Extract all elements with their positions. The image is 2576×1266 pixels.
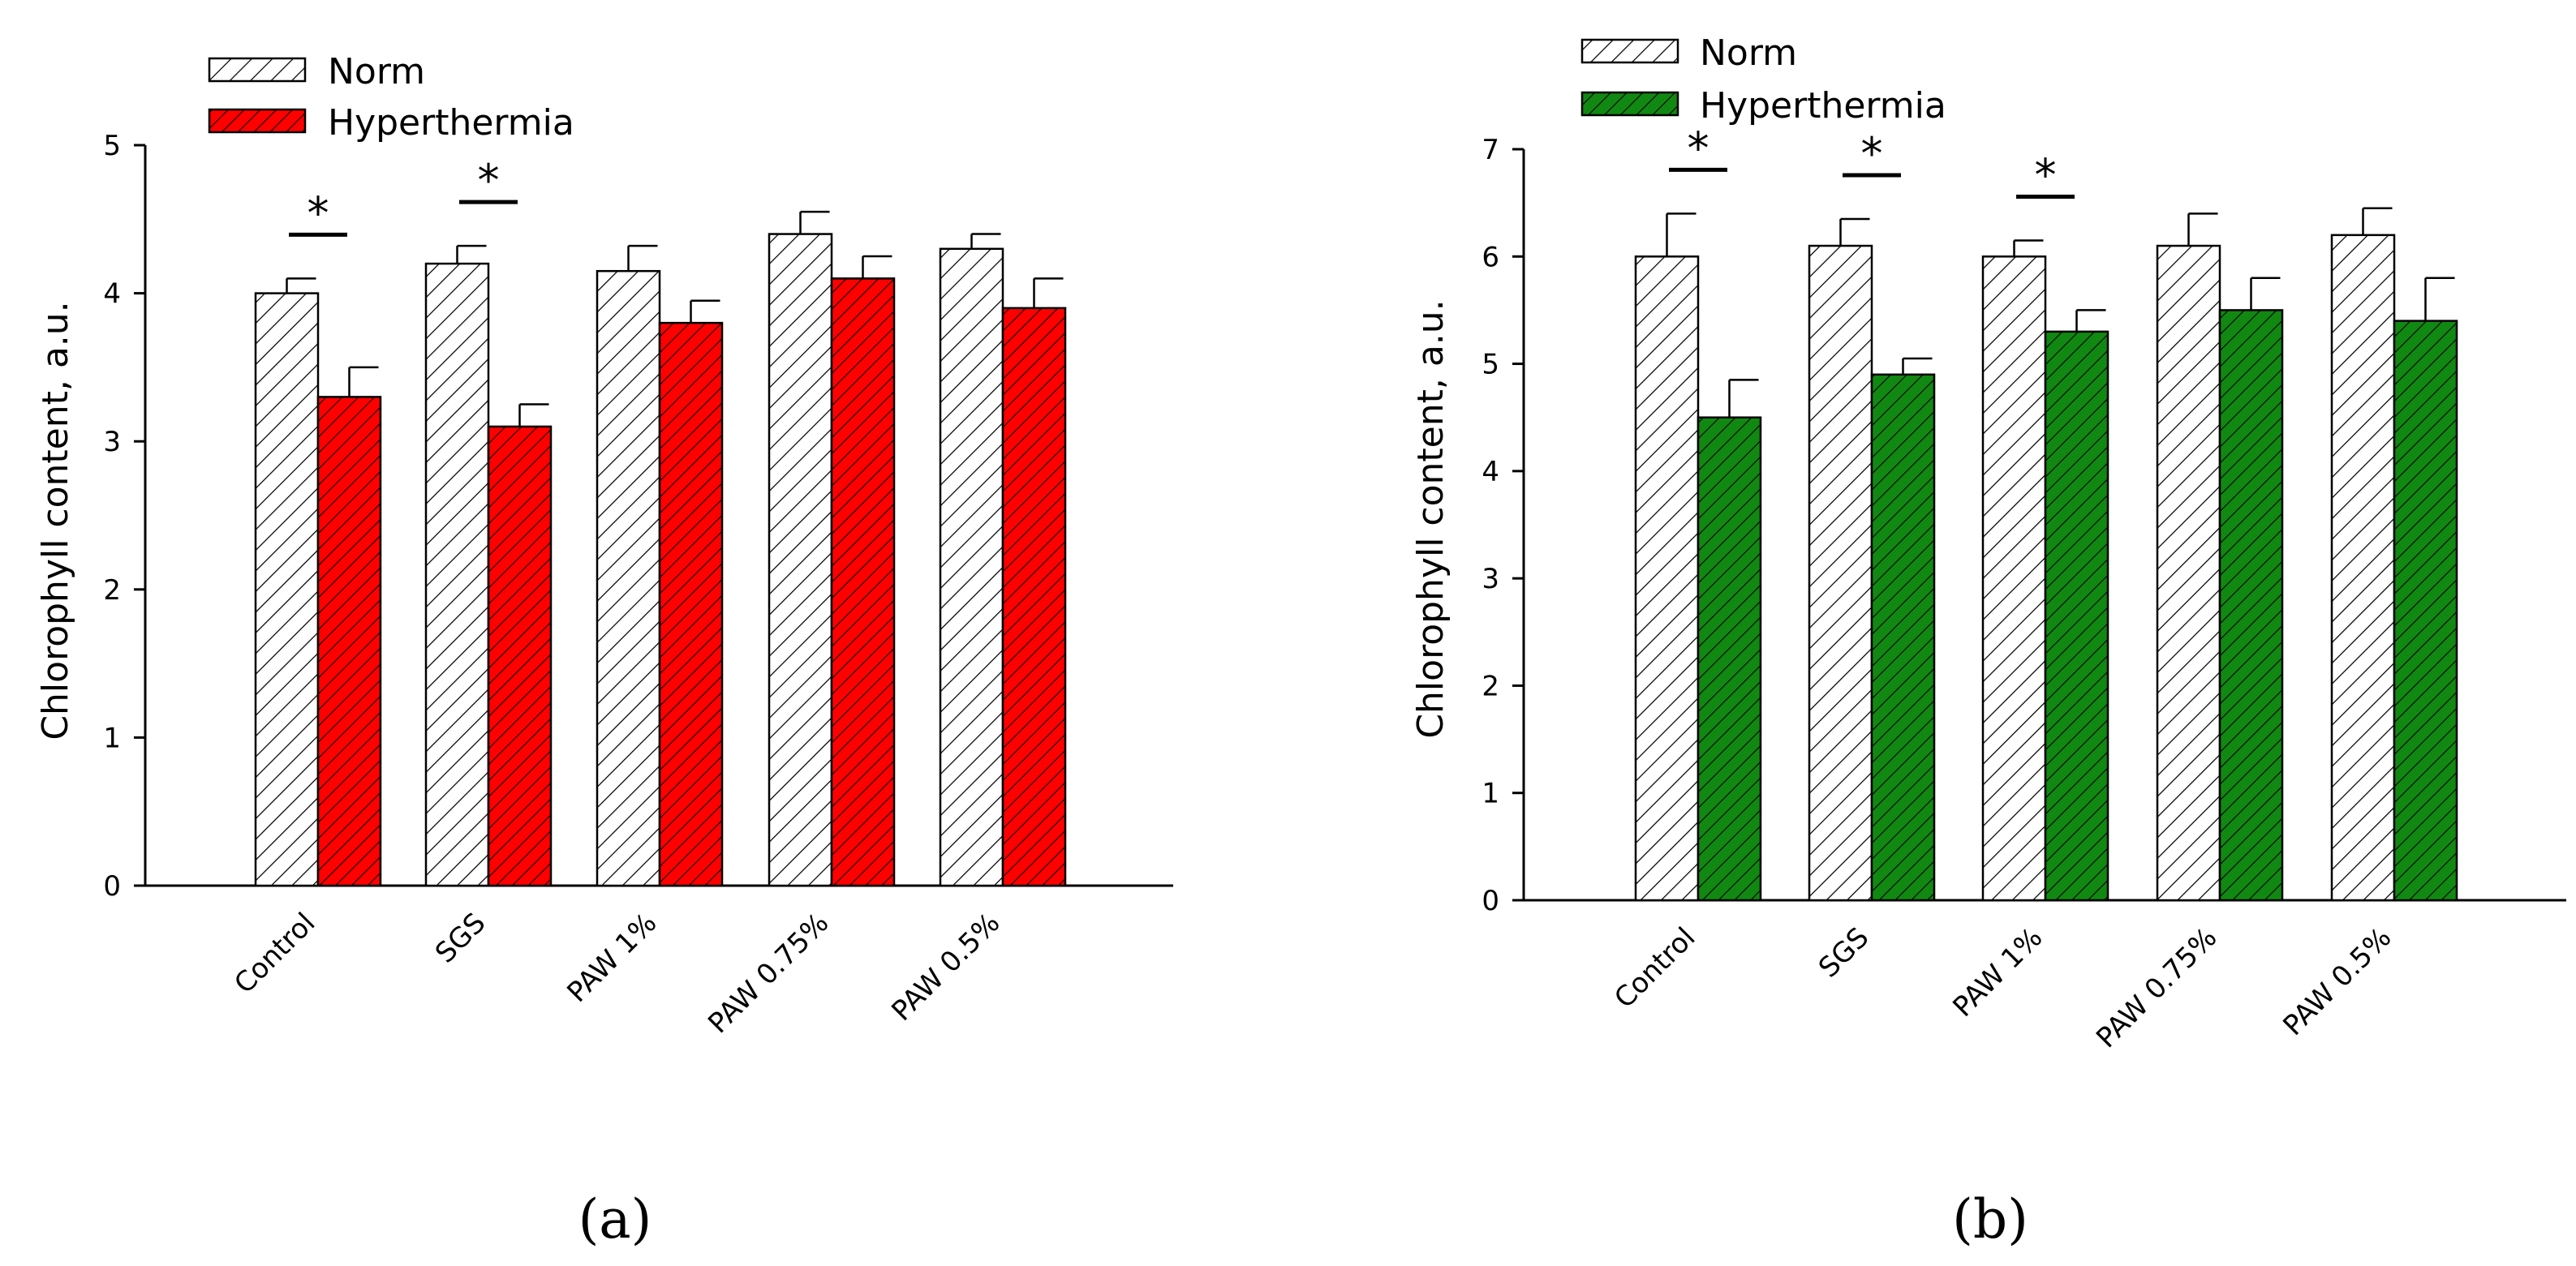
- bar-norm-paw-1: [596, 269, 661, 887]
- legend-label-hyperthermia: Hyperthermia: [1700, 85, 1946, 127]
- bar-norm-paw-1: [1981, 255, 2047, 902]
- legend-label-hyperthermia: Hyperthermia: [328, 102, 574, 144]
- bar-norm-paw-0-5: [2330, 234, 2396, 902]
- x-tick-label-paw-0-75: PAW 0.75%: [702, 907, 835, 1040]
- significance-markers: **: [289, 155, 518, 238]
- x-tick-label-control: Control: [228, 907, 321, 1000]
- y-tick-label: 6: [1482, 241, 1499, 273]
- y-tick-label: 2: [103, 574, 121, 607]
- bars: [254, 210, 1067, 887]
- x-tick-label-paw-1: PAW 1%: [561, 907, 663, 1009]
- y-tick-label: 5: [103, 130, 121, 162]
- bar-norm-control: [1634, 255, 1700, 902]
- bar-hyperthermia-paw-1: [658, 321, 724, 887]
- x-tick-label-sgs: SGS: [429, 907, 492, 969]
- y-axis-title: Chlorophyll content, a.u.: [1410, 299, 1451, 738]
- legend-swatch-norm: [1580, 38, 1679, 64]
- bar-hyperthermia-control: [1697, 416, 1762, 902]
- bar-norm-paw-0-5: [939, 247, 1004, 887]
- y-tick-label: 1: [1482, 778, 1499, 810]
- significance-star-sgs: *: [478, 155, 500, 206]
- significance-markers: * * *: [1669, 122, 2075, 200]
- y-tick-label: 0: [103, 870, 121, 903]
- y-tick-label: 4: [1482, 456, 1499, 488]
- legend: Norm Hyperthermia: [1580, 32, 1946, 127]
- chart-panel-b: Norm Hyperthermia Chlorophyll content, a…: [1410, 32, 2566, 1251]
- legend: Norm Hyperthermia: [208, 51, 574, 144]
- bar-hyperthermia-paw-0-75: [830, 277, 896, 887]
- bar-norm-paw-0-75: [768, 233, 833, 887]
- y-tick-label: 2: [1482, 670, 1499, 702]
- x-axis-labels: Control SGS PAW 1% PAW 0.75% PAW 0.5%: [228, 907, 1006, 1040]
- bar-hyperthermia-control: [316, 396, 382, 887]
- y-tick-label: 3: [103, 426, 121, 458]
- x-tick-label-paw-0-5: PAW 0.5%: [885, 907, 1006, 1028]
- chart-panel-a: Norm Hyperthermia Chlorophyll content, a…: [35, 51, 1173, 1251]
- y-axis-title: Chlorophyll content, a.u.: [35, 301, 76, 740]
- legend-swatch-norm: [208, 57, 307, 83]
- bar-norm-sgs: [424, 262, 490, 887]
- significance-star-sgs: *: [1861, 128, 1883, 179]
- bar-norm-paw-0-75: [2156, 244, 2221, 902]
- legend-swatch-hyperthermia: [1580, 91, 1679, 117]
- x-tick-label-sgs: SGS: [1813, 921, 1875, 984]
- bar-hyperthermia-sgs: [487, 425, 553, 887]
- y-tick-label: 0: [1482, 885, 1499, 917]
- bar-norm-control: [254, 292, 320, 887]
- x-tick-label-control: Control: [1608, 921, 1701, 1015]
- x-tick-label-paw-1: PAW 1%: [1946, 921, 2049, 1024]
- y-tick-label: 7: [1482, 134, 1499, 166]
- bars: [1634, 207, 2458, 902]
- significance-star-control: *: [1688, 122, 1709, 174]
- legend-label-norm: Norm: [328, 51, 425, 92]
- bar-hyperthermia-paw-1: [2044, 330, 2109, 902]
- y-tick-label: 4: [103, 278, 121, 311]
- x-tick-label-paw-0-75: PAW 0.75%: [2090, 921, 2223, 1054]
- panel-label-b: (b): [1952, 1188, 2028, 1251]
- x-tick-label-paw-0-5: PAW 0.5%: [2277, 921, 2398, 1042]
- legend-label-norm: Norm: [1700, 32, 1797, 74]
- significance-star-paw-1: *: [2035, 149, 2057, 200]
- bar-norm-sgs: [1808, 244, 1873, 902]
- bar-hyperthermia-paw-0-5: [1001, 307, 1067, 887]
- bar-hyperthermia-sgs: [1870, 373, 1936, 902]
- y-tick-label: 5: [1482, 349, 1499, 381]
- y-tick-label: 1: [103, 722, 121, 754]
- bar-hyperthermia-paw-0-75: [2218, 309, 2284, 902]
- x-axis-labels: Control SGS PAW 1% PAW 0.75% PAW 0.5%: [1608, 921, 2398, 1054]
- panel-label-a: (a): [578, 1188, 652, 1251]
- bar-hyperthermia-paw-0-5: [2393, 320, 2458, 902]
- y-tick-label: 3: [1482, 563, 1499, 595]
- significance-star-control: *: [307, 187, 329, 238]
- legend-swatch-hyperthermia: [208, 108, 307, 134]
